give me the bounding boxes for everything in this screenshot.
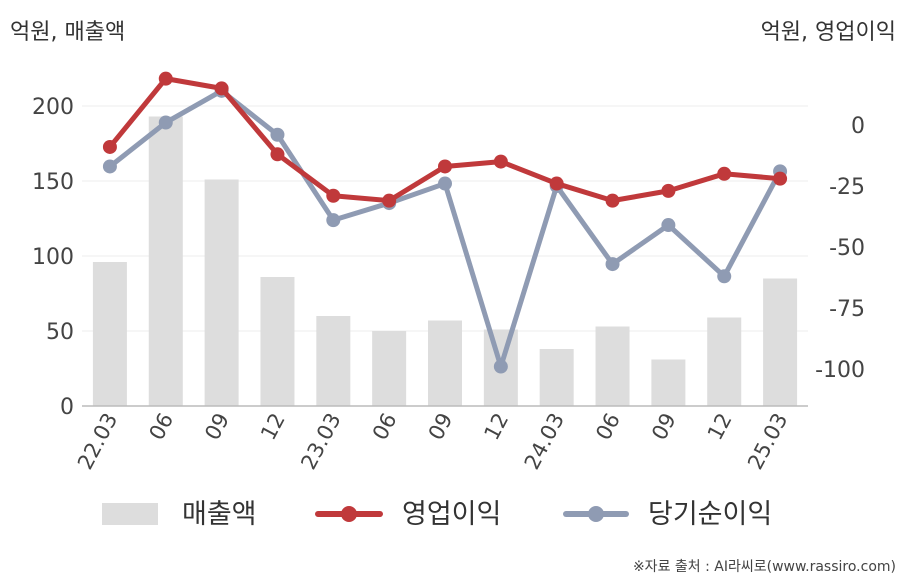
revenue-bar [372, 331, 407, 406]
legend-point-net-income [588, 506, 604, 522]
left-axis-tick-label: 0 [60, 395, 74, 420]
source-note: ※자료 출처 : AI라씨로(www.rassiro.com) [632, 559, 896, 575]
right-axis-tick-label: 0 [851, 114, 865, 139]
legend-swatch-revenue [102, 503, 158, 525]
operating-profit-point [158, 71, 173, 86]
x-axis-tick-label: 24.03 [520, 409, 569, 473]
operating-profit-point [270, 147, 285, 162]
left-axis-tick-label: 50 [46, 320, 74, 345]
left-axis-tick-label: 200 [32, 95, 74, 120]
revenue-bar [148, 116, 183, 406]
left-axis-tick-label: 100 [32, 245, 74, 270]
right-axis-tick-label: -100 [815, 358, 865, 383]
revenue-bar [651, 359, 686, 406]
revenue-bars [92, 116, 798, 406]
operating-profit-point [661, 183, 676, 198]
legend-point-operating-profit [341, 506, 357, 522]
x-axis-ticks: 22.03 06 09 12 23.03 06 09 12 24.03 06 09 12 25.03 [73, 409, 793, 473]
revenue-bar [204, 179, 239, 406]
revenue-bar [92, 262, 127, 406]
right-axis-unit-label: 억원, 영업이익 [760, 20, 896, 45]
operating-profit-point [773, 171, 788, 186]
net-income-point [326, 213, 341, 228]
x-axis-tick-label: 06 [144, 409, 178, 444]
net-income-point [102, 159, 117, 174]
left-axis-tick-label: 150 [32, 170, 74, 195]
revenue-bar [707, 317, 742, 406]
left-axis-unit-label: 억원, 매출액 [10, 20, 126, 45]
net-income-point [605, 257, 620, 272]
profit-lines [102, 71, 788, 374]
operating-profit-point [549, 176, 564, 191]
net-income-point [661, 218, 676, 233]
x-axis-tick-label: 06 [591, 409, 625, 444]
revenue-bar [539, 349, 574, 406]
x-axis-tick-label: 09 [424, 409, 458, 444]
revenue-bar [595, 326, 630, 406]
gridlines [82, 105, 808, 332]
operating-profit-point [382, 193, 397, 208]
x-axis-tick-label: 06 [368, 409, 402, 444]
x-axis-tick-label: 12 [703, 409, 737, 444]
operating-profit-point [438, 159, 452, 174]
x-axis-tick-label: 12 [256, 409, 290, 444]
operating-profit-point [326, 188, 341, 203]
right-axis-tick-label: -50 [829, 236, 865, 261]
x-axis-tick-label: 23.03 [296, 409, 345, 473]
net-income-point [158, 115, 173, 130]
operating-profit-point [493, 154, 508, 169]
x-axis-tick-label: 09 [647, 409, 681, 444]
operating-profit-point [102, 139, 117, 154]
x-axis-tick-label: 25.03 [743, 409, 792, 473]
operating-profit-point [717, 166, 732, 181]
x-axis-tick-label: 22.03 [73, 409, 122, 473]
operating-profit-point [605, 193, 620, 208]
operating-profit-point [214, 81, 229, 96]
right-axis-tick-label: -25 [829, 175, 865, 200]
legend-label-revenue: 매출액 [182, 499, 257, 530]
right-axis-ticks: 0 -25 -50 -75 -100 [815, 114, 865, 383]
right-axis-tick-label: -75 [829, 297, 865, 322]
x-axis-tick-label: 12 [480, 409, 514, 444]
revenue-bar [428, 320, 462, 406]
net-income-point [270, 127, 285, 142]
revenue-bar [260, 277, 295, 406]
net-income-point [493, 359, 508, 374]
legend-label-net-income: 당기순이익 [648, 499, 773, 530]
net-income-point [717, 269, 732, 284]
legend-marks [102, 503, 629, 525]
revenue-bar [763, 278, 798, 406]
net-income-point [438, 176, 452, 191]
legend-label-operating-profit: 영업이익 [402, 499, 502, 530]
x-axis-tick-label: 09 [200, 409, 234, 444]
left-axis-ticks: 0 50 100 150 200 [32, 95, 74, 420]
revenue-bar [316, 316, 351, 406]
